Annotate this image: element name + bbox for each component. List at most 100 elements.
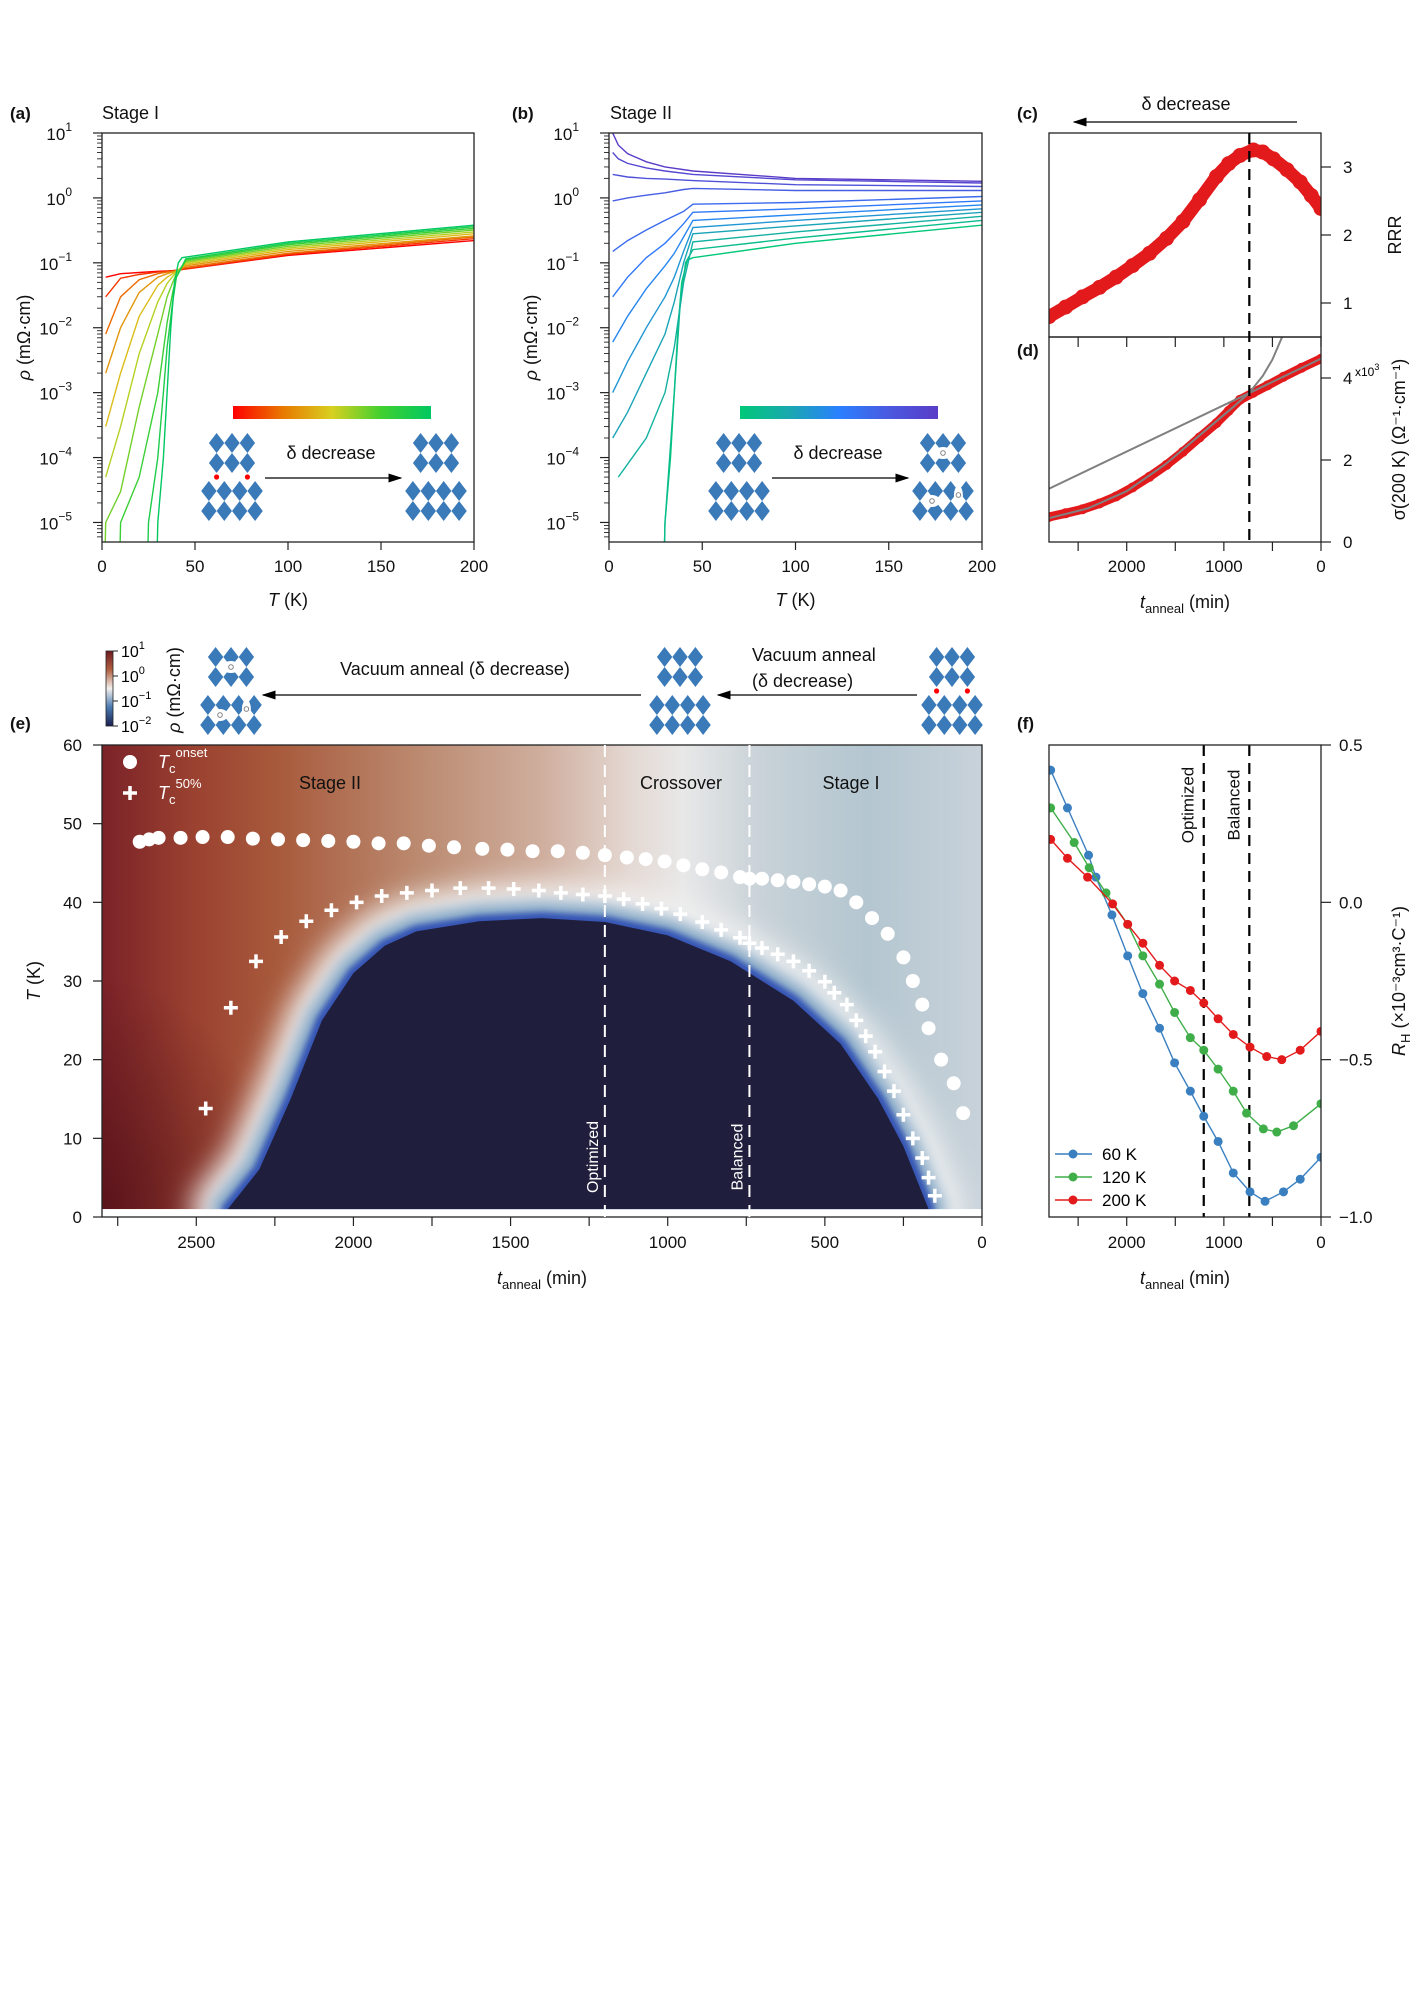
label-part: x10: [1355, 365, 1375, 379]
label-part: (min): [1184, 592, 1230, 612]
series-line: [119, 227, 474, 542]
x-tick-label: 100: [274, 557, 302, 576]
label-part: 1: [139, 640, 145, 652]
series-line: [612, 152, 982, 184]
series-line: [105, 233, 474, 427]
diamond-icon: [443, 453, 460, 473]
series-marker: [1199, 1111, 1209, 1121]
series-marker: [1062, 853, 1072, 863]
label-part: (K): [24, 961, 44, 990]
series-marker: [1084, 850, 1094, 860]
label-part: (mΩ·cm): [164, 647, 184, 722]
tc-onset-marker: [475, 841, 490, 856]
diamond-icon: [921, 715, 937, 735]
series-line: [612, 133, 982, 182]
vacancy-icon: [212, 709, 228, 721]
series-line: [104, 229, 474, 542]
rrr-marker: [1108, 269, 1124, 285]
x-tick-label: 0: [604, 557, 613, 576]
tc-onset-marker: [755, 871, 769, 886]
y-tick-label: 50: [63, 815, 82, 834]
y-tick-label: 3: [1343, 158, 1352, 177]
tc50-marker: [858, 1029, 873, 1044]
tc50-marker: [695, 915, 710, 929]
y-tick-label: 1: [1343, 294, 1352, 313]
tc50-marker: [927, 1188, 942, 1203]
label-part: T: [24, 988, 44, 1001]
y-axis-label: σ(200 K) (Ω⁻¹·cm⁻¹): [1389, 359, 1409, 521]
tc50-marker: [755, 940, 769, 955]
series-line: [105, 235, 474, 374]
series-marker: [1279, 1187, 1289, 1197]
tc50-marker: [654, 901, 669, 916]
diamond-icon: [436, 501, 452, 521]
tc-onset-marker: [173, 830, 188, 845]
label-part: −5: [565, 509, 579, 523]
vacancy-icon: [924, 495, 940, 507]
vacancy-circle-icon: [228, 664, 234, 670]
label-part: H: [1398, 1034, 1413, 1043]
series-line: [612, 211, 982, 439]
tc-onset-marker: [915, 997, 930, 1012]
series-marker: [1185, 1033, 1195, 1043]
y-tick-label: 10−4: [546, 445, 579, 469]
colorbar-tick-label: 10−1: [121, 690, 151, 711]
diamond-icon: [944, 667, 960, 687]
y-tick-label: 0.5: [1339, 736, 1363, 755]
label-part: −2: [139, 715, 152, 727]
legend-circle-icon: [123, 755, 137, 769]
series-marker: [1260, 1196, 1270, 1206]
tc50-marker: [123, 786, 137, 800]
legend-marker-icon: [1068, 1149, 1078, 1159]
diamond-icon: [223, 647, 239, 667]
delta-decrease-label: δ decrease: [286, 443, 375, 463]
x-tick-label: 1000: [649, 1233, 687, 1252]
plot-frame: [1048, 744, 1322, 1218]
diamond-icon: [680, 715, 696, 735]
vacancy-circle-icon: [217, 712, 223, 718]
diamond-icon: [405, 481, 421, 501]
diamond-icon: [746, 433, 763, 453]
tc-onset-marker: [657, 854, 672, 869]
series-marker: [1228, 1029, 1238, 1039]
series-marker: [1170, 1058, 1180, 1068]
label-part: −3: [565, 380, 579, 394]
diamond-icon: [247, 501, 263, 521]
tc-50-series: [198, 881, 942, 1203]
vacuum-anneal-label-long: Vacuum anneal (δ decrease): [340, 659, 570, 679]
label-part: −1: [139, 690, 152, 702]
sigma-marker: [1194, 432, 1205, 443]
tc-onset-marker: [151, 830, 166, 845]
plot-frame: [608, 132, 983, 543]
series-marker: [1245, 1042, 1255, 1052]
series-marker: [1272, 1127, 1282, 1137]
sigma-marker: [1211, 418, 1222, 429]
panel-label-f: (f): [1017, 714, 1034, 733]
diamond-icon: [952, 715, 968, 735]
diamond-icon: [967, 715, 983, 735]
tc-onset-marker: [921, 1021, 936, 1036]
label-part: c: [169, 792, 176, 807]
label-part: T: [776, 590, 789, 610]
series-marker: [1170, 976, 1180, 986]
series-line: [147, 226, 474, 542]
series-marker: [1123, 951, 1133, 961]
tc50-marker: [481, 881, 496, 896]
crystal-structure-icon: [649, 647, 711, 735]
tc-onset-marker: [896, 950, 911, 965]
crystal-structure-icon: [912, 433, 974, 521]
tc-onset-marker: [956, 1106, 971, 1121]
y-tick-label: 0: [73, 1208, 82, 1227]
tc50-marker: [597, 889, 612, 904]
tc-onset-marker: [195, 830, 210, 845]
tc-onset-marker: [271, 832, 285, 847]
label-part: c: [169, 761, 176, 776]
diamond-icon: [943, 501, 959, 521]
label-part: −4: [565, 445, 579, 459]
x-tick-label: 1000: [1205, 557, 1243, 576]
tc-onset-marker: [714, 865, 729, 880]
diamond-icon: [708, 481, 724, 501]
tc-onset-marker: [742, 871, 757, 886]
tc50-marker: [915, 1151, 930, 1165]
